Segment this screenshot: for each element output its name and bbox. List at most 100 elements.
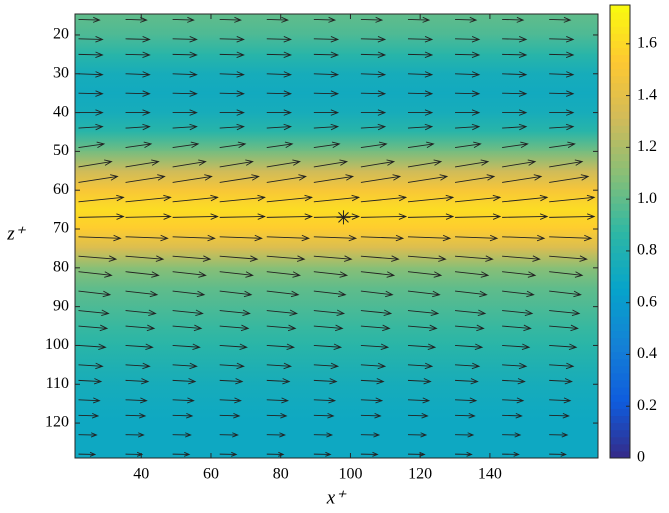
arrow (78, 174, 119, 183)
colorbar-tick-label: 1.0 (637, 190, 657, 207)
colorbar-cell (610, 401, 630, 409)
arrow (407, 194, 455, 203)
arrow (502, 123, 528, 131)
arrow (125, 255, 165, 262)
arrow (407, 174, 449, 183)
arrow (502, 51, 528, 59)
arrow (125, 432, 145, 438)
arrow (360, 90, 387, 97)
arrow (313, 234, 358, 242)
arrow (549, 194, 596, 203)
arrow (407, 123, 434, 131)
colorbar-cell (610, 302, 630, 310)
colorbar-cell (610, 146, 630, 155)
arrow (360, 412, 382, 419)
arrow (407, 109, 434, 116)
arrow (313, 141, 341, 149)
arrow (360, 174, 402, 183)
arrow (549, 378, 573, 385)
arrow (455, 109, 481, 116)
colorbar-cell (610, 210, 630, 218)
arrow (78, 71, 104, 78)
marker (336, 210, 351, 225)
arrow (502, 271, 537, 278)
arrow (125, 451, 144, 457)
colorbar-cell (610, 19, 630, 27)
colorbar-cell (610, 365, 630, 374)
arrow (219, 324, 250, 332)
arrow (502, 234, 546, 242)
arrow (407, 309, 440, 317)
arrow (360, 271, 396, 278)
colorbar-cell (610, 330, 630, 339)
colorbar-cell (610, 203, 630, 211)
arrow (266, 159, 301, 168)
arrow (360, 36, 387, 43)
arrow (125, 234, 169, 242)
arrow (549, 36, 575, 43)
arrow (549, 362, 575, 370)
arrow (360, 324, 391, 332)
arrow (313, 290, 347, 298)
x-tick-label: 100 (338, 466, 362, 483)
colorbar-cell (610, 288, 630, 296)
arrow (454, 159, 490, 168)
arrow (549, 234, 593, 242)
arrow (125, 271, 160, 278)
arrow (78, 362, 104, 370)
field-band (75, 14, 598, 36)
arrow (78, 451, 97, 457)
arrow (266, 234, 310, 242)
arrow (266, 213, 313, 220)
colorbar-cell (610, 295, 630, 303)
colorbar-cell (610, 75, 630, 84)
arrow (360, 109, 387, 116)
arrow (502, 309, 534, 317)
arrow (549, 451, 567, 457)
arrow (125, 290, 159, 298)
field-band (75, 403, 598, 424)
colorbar-cell (610, 189, 630, 197)
arrow (219, 71, 245, 78)
colorbar-cell (610, 68, 630, 77)
colorbar-cell (610, 245, 630, 254)
arrow (407, 234, 452, 242)
arrow (219, 141, 247, 149)
arrow (549, 174, 590, 183)
arrow (78, 397, 101, 404)
arrow (219, 397, 242, 404)
arrow (266, 90, 292, 97)
arrow (360, 141, 388, 149)
arrow (78, 309, 110, 317)
arrow (502, 290, 535, 298)
colorbar-cell (610, 231, 630, 240)
field-band (75, 228, 598, 249)
y-tick-label: 90 (53, 297, 69, 314)
arrow (266, 174, 307, 183)
x-tick-label: 120 (408, 466, 432, 483)
arrow (502, 194, 549, 203)
arrow (78, 123, 104, 131)
arrow (502, 71, 528, 78)
arrow (360, 343, 390, 351)
arrow (407, 290, 441, 298)
arrow (172, 71, 198, 78)
arrow (360, 362, 387, 370)
field-band (75, 209, 598, 230)
arrow (219, 159, 254, 168)
arrow (266, 290, 300, 298)
colorbar-cell (610, 54, 630, 63)
arrow (125, 71, 151, 78)
arrow (266, 309, 298, 317)
arrow (455, 397, 478, 404)
arrow (407, 451, 426, 457)
arrow (549, 71, 575, 78)
y-tick-label: 110 (46, 375, 69, 392)
arrow (549, 397, 572, 404)
colorbar-cell (610, 33, 630, 41)
arrow (78, 159, 113, 168)
arrow (549, 412, 570, 419)
arrow (172, 213, 219, 220)
arrow (455, 234, 499, 242)
